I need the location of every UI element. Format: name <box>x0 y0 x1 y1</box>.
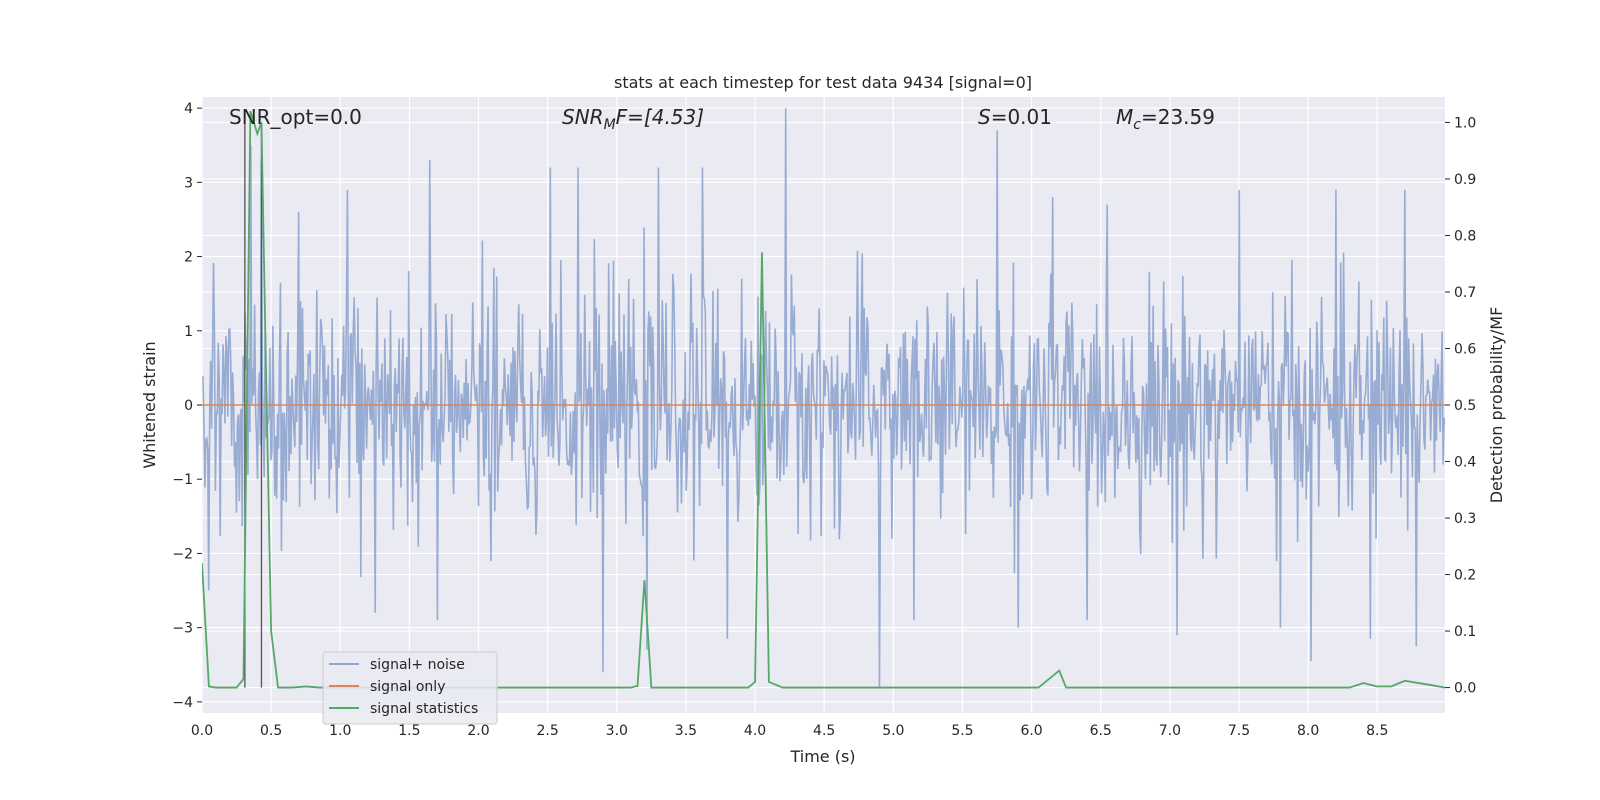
x-tick-label: 8.5 <box>1366 723 1388 739</box>
y-left-tick-label: −3 <box>172 621 193 637</box>
x-tick-label: 1.5 <box>398 723 420 739</box>
annotation-snr-mf-suffix: F=[4.53] <box>616 105 704 129</box>
line-signal-statistics <box>202 110 1445 689</box>
y-right-axis-label: Detection probability/MF <box>1487 307 1506 504</box>
x-tick-label: 2.5 <box>537 723 559 739</box>
line-signal-plus-noise <box>202 108 1445 688</box>
y-left-tick-label: −4 <box>172 695 193 711</box>
y-right-tick-label: 0.9 <box>1454 172 1476 188</box>
y-left-tick-labels: −4 −3 −2 −1 0 1 2 3 4 <box>172 101 202 711</box>
x-tick-label: 4.5 <box>813 723 835 739</box>
x-tick-label: 6.0 <box>1020 723 1042 739</box>
x-tick-label: 3.0 <box>606 723 628 739</box>
y-right-tick-label: 0.3 <box>1454 511 1476 527</box>
annotation-mc-sub: c <box>1133 117 1141 133</box>
chart-title: stats at each timestep for test data 943… <box>614 73 1032 92</box>
y-left-tick-label: 3 <box>184 175 193 191</box>
series-lines <box>202 110 1445 689</box>
x-tick-label: 3.5 <box>675 723 697 739</box>
y-right-tick-labels: 0.0 0.1 0.2 0.3 0.4 0.5 0.6 0.7 0.8 0.9 1.0 <box>1445 115 1476 697</box>
y-left-tick-label: 4 <box>184 101 193 117</box>
annotation-snr-mf-sub: M <box>604 117 616 133</box>
y-left-tick-label: −2 <box>172 546 193 562</box>
y-right-tick-label: 0.7 <box>1454 285 1476 301</box>
legend-label-signal-plus-noise: signal+ noise <box>370 657 465 673</box>
annotation-s-var: S <box>978 105 991 129</box>
annotation-snr-opt: SNR_opt=0.0 <box>229 105 362 129</box>
y-left-tick-label: 0 <box>184 398 193 414</box>
legend-label-signal-statistics: signal statistics <box>370 701 478 717</box>
annotation-s-value: =0.01 <box>991 105 1052 129</box>
y-right-tick-label: 0.2 <box>1454 568 1476 584</box>
x-tick-label: 6.5 <box>1090 723 1112 739</box>
annotation-mc-value: =23.59 <box>1141 105 1215 129</box>
x-tick-label: 8.0 <box>1297 723 1319 739</box>
x-tick-label: 0.0 <box>191 723 213 739</box>
y-right-tick-label: 0.8 <box>1454 228 1476 244</box>
y-left-axis-label: Whitened strain <box>140 341 159 468</box>
annotation-s: S=0.01 <box>978 105 1052 129</box>
x-tick-label: 5.5 <box>951 723 973 739</box>
x-tick-labels: 0.0 0.5 1.0 1.5 2.0 2.5 3.0 3.5 4.0 4.5 5.0 5.5 6.0 6… <box>191 723 1389 739</box>
legend: signal+ noise signal only signal statist… <box>322 651 498 725</box>
x-tick-label: 1.0 <box>329 723 351 739</box>
x-tick-label: 5.0 <box>882 723 904 739</box>
annotation-mc: Mc=23.59 <box>1116 105 1215 133</box>
series-signal-plus-noise <box>202 108 1445 688</box>
x-tick-label: 7.0 <box>1159 723 1181 739</box>
annotation-snr-mf-prefix: SNR <box>562 105 604 129</box>
annotation-mc-var: M <box>1116 105 1133 129</box>
y-right-tick-label: 0.5 <box>1454 398 1476 414</box>
legend-label-signal-only: signal only <box>370 679 445 695</box>
legend-box <box>322 651 498 725</box>
y-left-tick-label: −1 <box>172 472 193 488</box>
y-right-tick-label: 0.6 <box>1454 341 1476 357</box>
x-tick-label: 4.0 <box>744 723 766 739</box>
y-right-tick-label: 0.1 <box>1454 624 1476 640</box>
annotation-snr-mf: SNRMF=[4.53] <box>562 105 704 133</box>
x-tick-label: 7.5 <box>1228 723 1250 739</box>
y-right-tick-label: 0.4 <box>1454 455 1476 471</box>
y-left-tick-label: 1 <box>184 324 193 340</box>
x-axis-label: Time (s) <box>789 747 855 766</box>
x-tick-label: 2.0 <box>467 723 489 739</box>
x-tick-label: 0.5 <box>260 723 282 739</box>
y-left-tick-label: 2 <box>184 250 193 266</box>
y-right-tick-label: 1.0 <box>1454 115 1476 131</box>
y-right-tick-label: 0.0 <box>1454 681 1476 697</box>
